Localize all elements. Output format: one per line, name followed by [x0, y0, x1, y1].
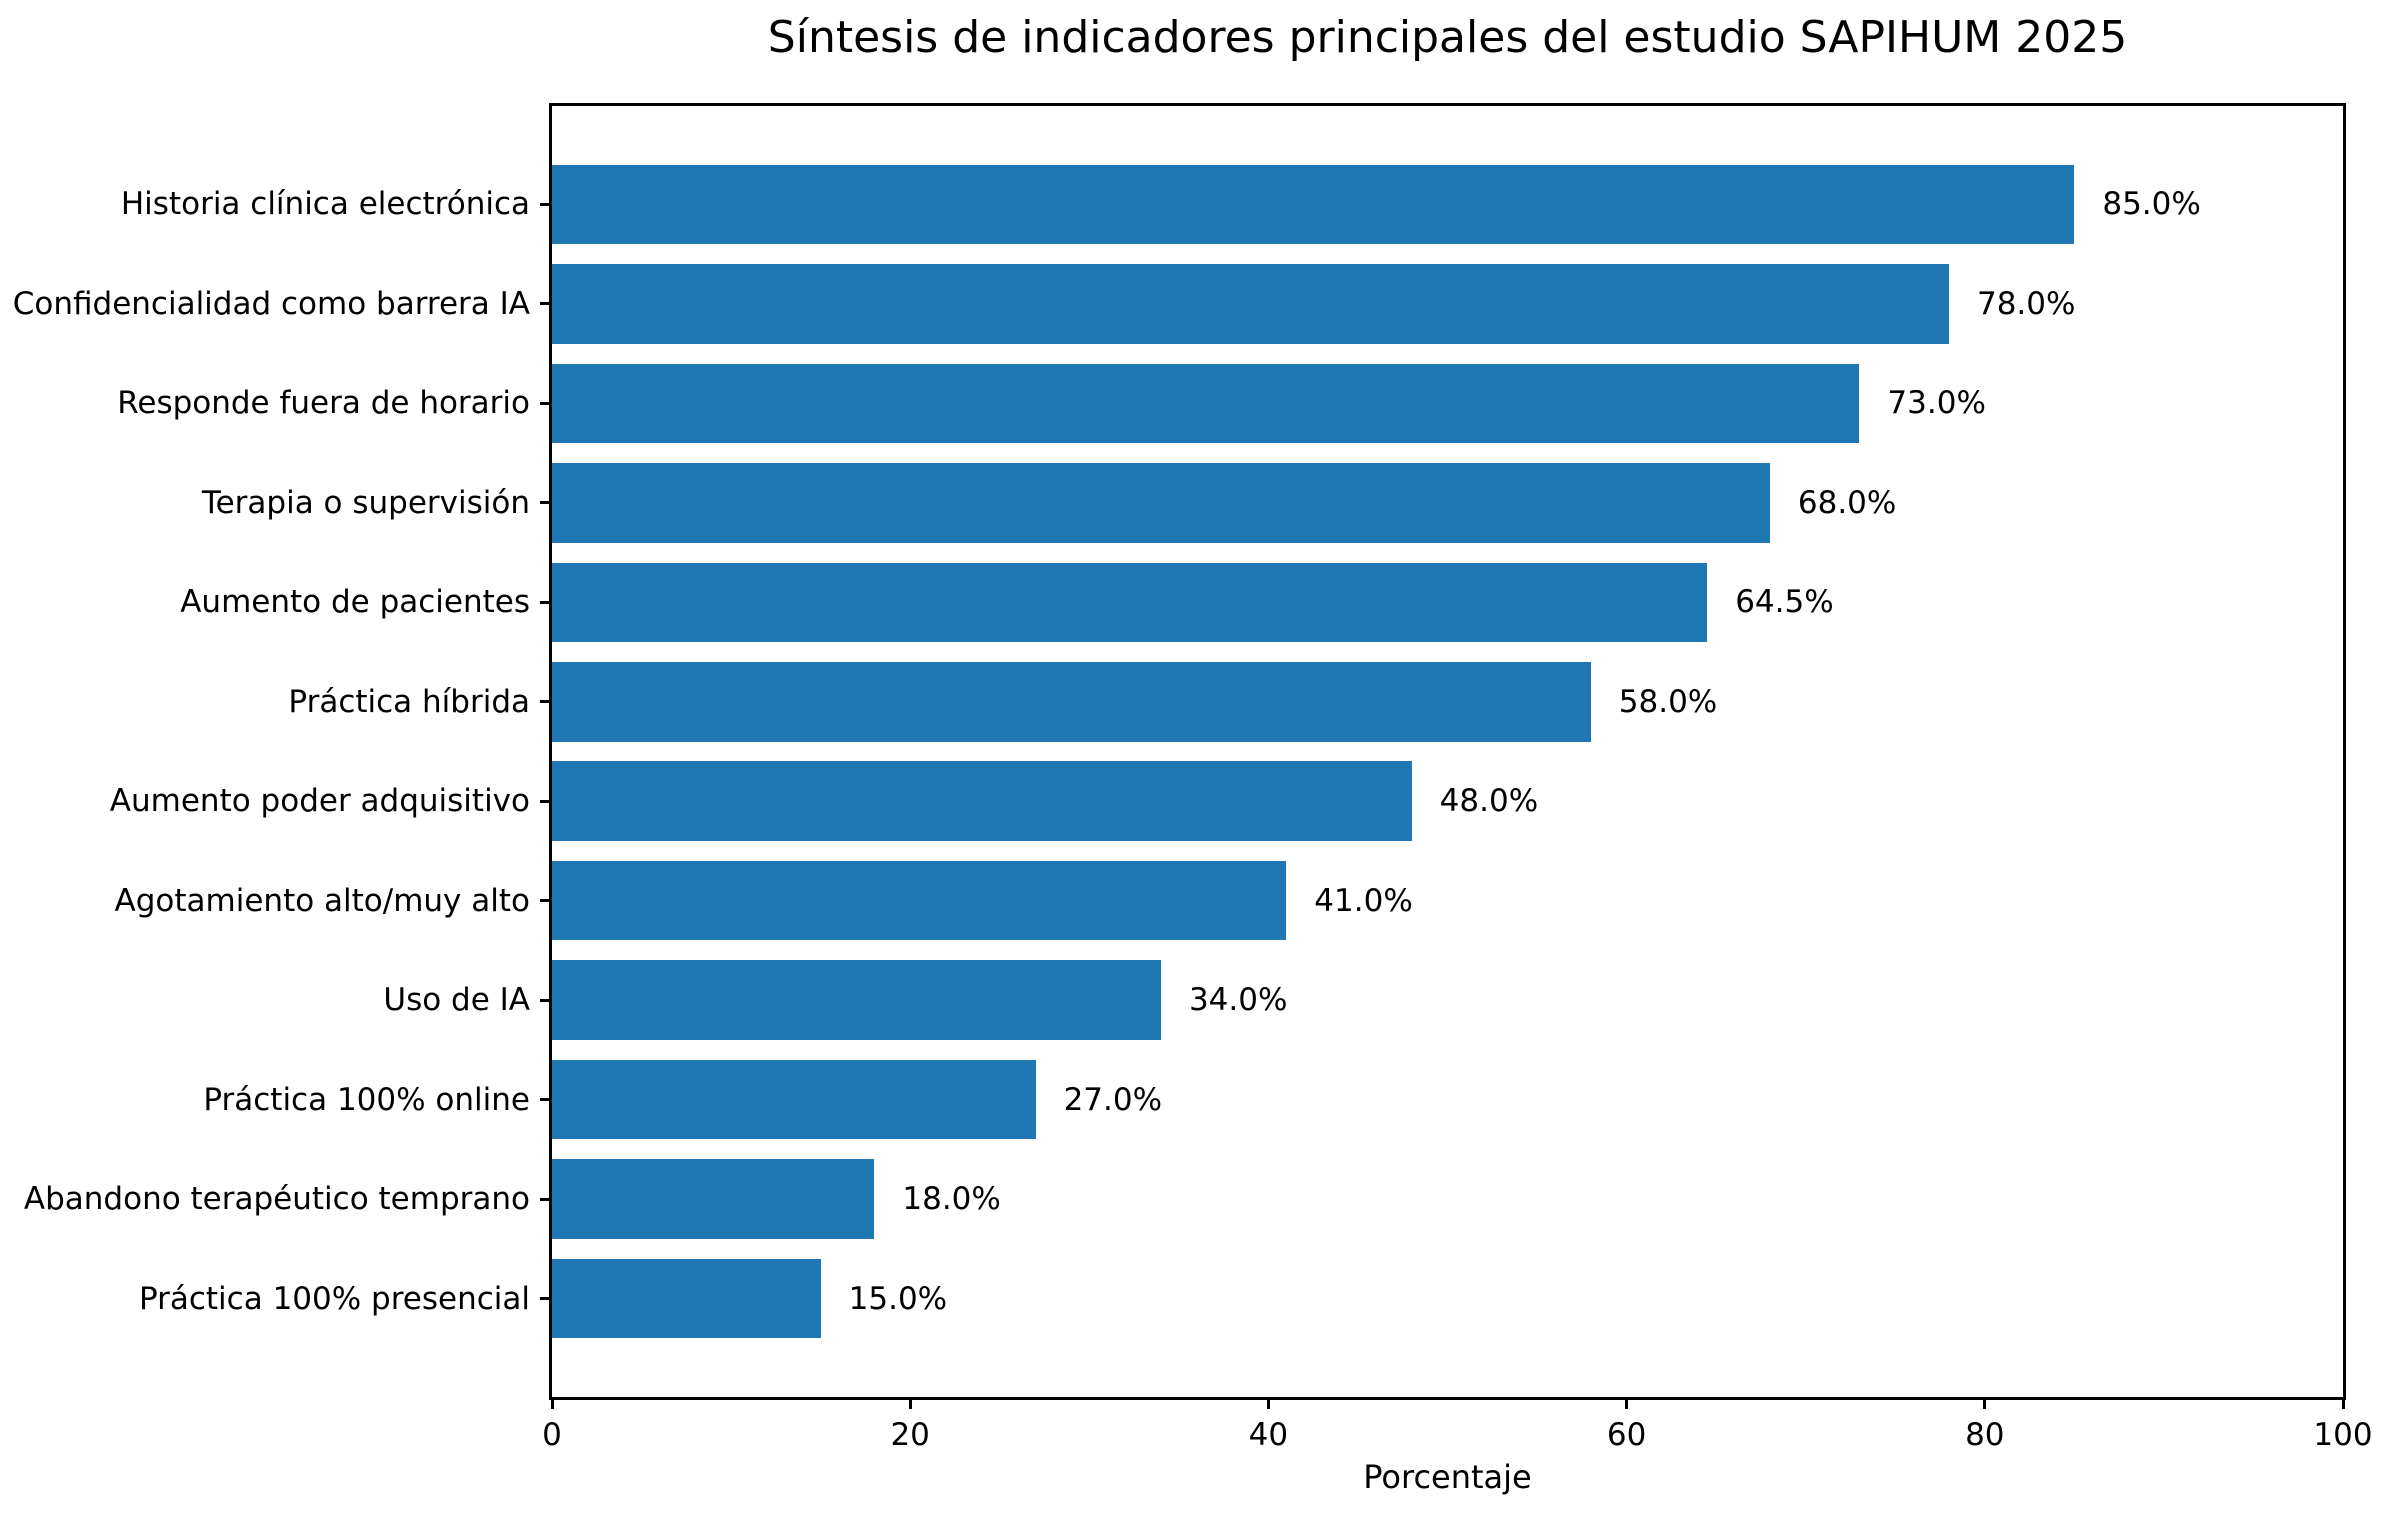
- bar-value-label: 58.0%: [1618, 683, 1718, 720]
- bar-value-label: 41.0%: [1314, 882, 1413, 919]
- x-axis-tick: [550, 1397, 554, 1409]
- bar: [552, 1258, 821, 1339]
- x-axis-tick-label: 100: [2313, 1417, 2373, 1453]
- x-axis-tick-label: 40: [1248, 1417, 1289, 1453]
- y-axis-tick-label: Abandono terapéutico temprano: [23, 1181, 530, 1218]
- x-axis-tick-label: 0: [542, 1417, 562, 1453]
- y-axis-tick: [540, 899, 552, 903]
- bar: [552, 860, 1287, 941]
- y-axis-tick: [540, 600, 552, 604]
- y-axis-tick: [540, 1098, 552, 1102]
- bar: [552, 661, 1591, 742]
- x-axis-label: Porcentaje: [1363, 1458, 1532, 1496]
- y-axis-tick: [540, 1197, 552, 1201]
- bar: [552, 960, 1161, 1040]
- x-axis-tick-label: 60: [1606, 1417, 1647, 1453]
- bar-value-label: 78.0%: [1976, 285, 2076, 322]
- bar: [552, 463, 1770, 543]
- y-axis-tick-label: Terapia o supervisión: [201, 484, 530, 521]
- bar: [552, 363, 1860, 444]
- y-axis-tick-label: Aumento poder adquisitivo: [109, 783, 530, 820]
- bar-value-label: 15.0%: [848, 1280, 948, 1317]
- x-axis-tick-label: 80: [1965, 1417, 2005, 1453]
- bar-value-label: 68.0%: [1797, 484, 1897, 521]
- y-axis-tick: [540, 998, 552, 1002]
- bar-value-label: 34.0%: [1188, 982, 1288, 1019]
- y-axis-tick-label: Práctica 100% online: [203, 1081, 530, 1118]
- chart-title: Síntesis de indicadores principales del …: [767, 12, 2128, 63]
- y-axis-tick: [540, 401, 552, 405]
- y-axis-tick: [540, 1297, 552, 1301]
- y-axis-tick-label: Aumento de pacientes: [180, 584, 530, 621]
- bar-value-label: 64.5%: [1735, 584, 1834, 621]
- y-axis-tick-label: Historia clínica electrónica: [120, 186, 530, 223]
- y-axis-tick: [540, 202, 552, 206]
- x-axis-tick: [1625, 1397, 1629, 1409]
- x-axis-tick-label: 20: [890, 1417, 930, 1453]
- bar: [552, 264, 1949, 344]
- bar: [552, 1059, 1036, 1140]
- x-axis-tick: [1266, 1397, 1270, 1409]
- bar: [552, 562, 1708, 643]
- bar-value-label: 27.0%: [1063, 1081, 1163, 1118]
- y-axis-tick: [540, 799, 552, 803]
- plot-area-border: [549, 103, 2346, 1400]
- y-axis-tick-label: Confidencialidad como barrera IA: [12, 285, 530, 322]
- y-axis-tick-label: Uso de IA: [383, 982, 530, 1019]
- bar: [552, 1159, 875, 1239]
- bar: [552, 761, 1412, 841]
- bar-value-label: 48.0%: [1439, 783, 1539, 820]
- x-axis-tick: [2341, 1397, 2345, 1409]
- y-axis-tick-label: Responde fuera de horario: [117, 385, 530, 422]
- y-axis-tick: [540, 302, 552, 306]
- bar: [552, 164, 2075, 245]
- y-axis-tick: [540, 501, 552, 505]
- y-axis-tick: [540, 700, 552, 704]
- bar-value-label: 18.0%: [902, 1181, 1001, 1218]
- y-axis-tick-label: Práctica híbrida: [288, 683, 530, 720]
- x-axis-tick: [908, 1397, 912, 1409]
- x-axis-tick: [1983, 1397, 1987, 1409]
- y-axis-tick-label: Agotamiento alto/muy alto: [114, 882, 530, 919]
- bar-value-label: 85.0%: [2102, 186, 2201, 223]
- y-axis-tick-label: Práctica 100% presencial: [138, 1280, 530, 1317]
- bar-value-label: 73.0%: [1887, 385, 1986, 422]
